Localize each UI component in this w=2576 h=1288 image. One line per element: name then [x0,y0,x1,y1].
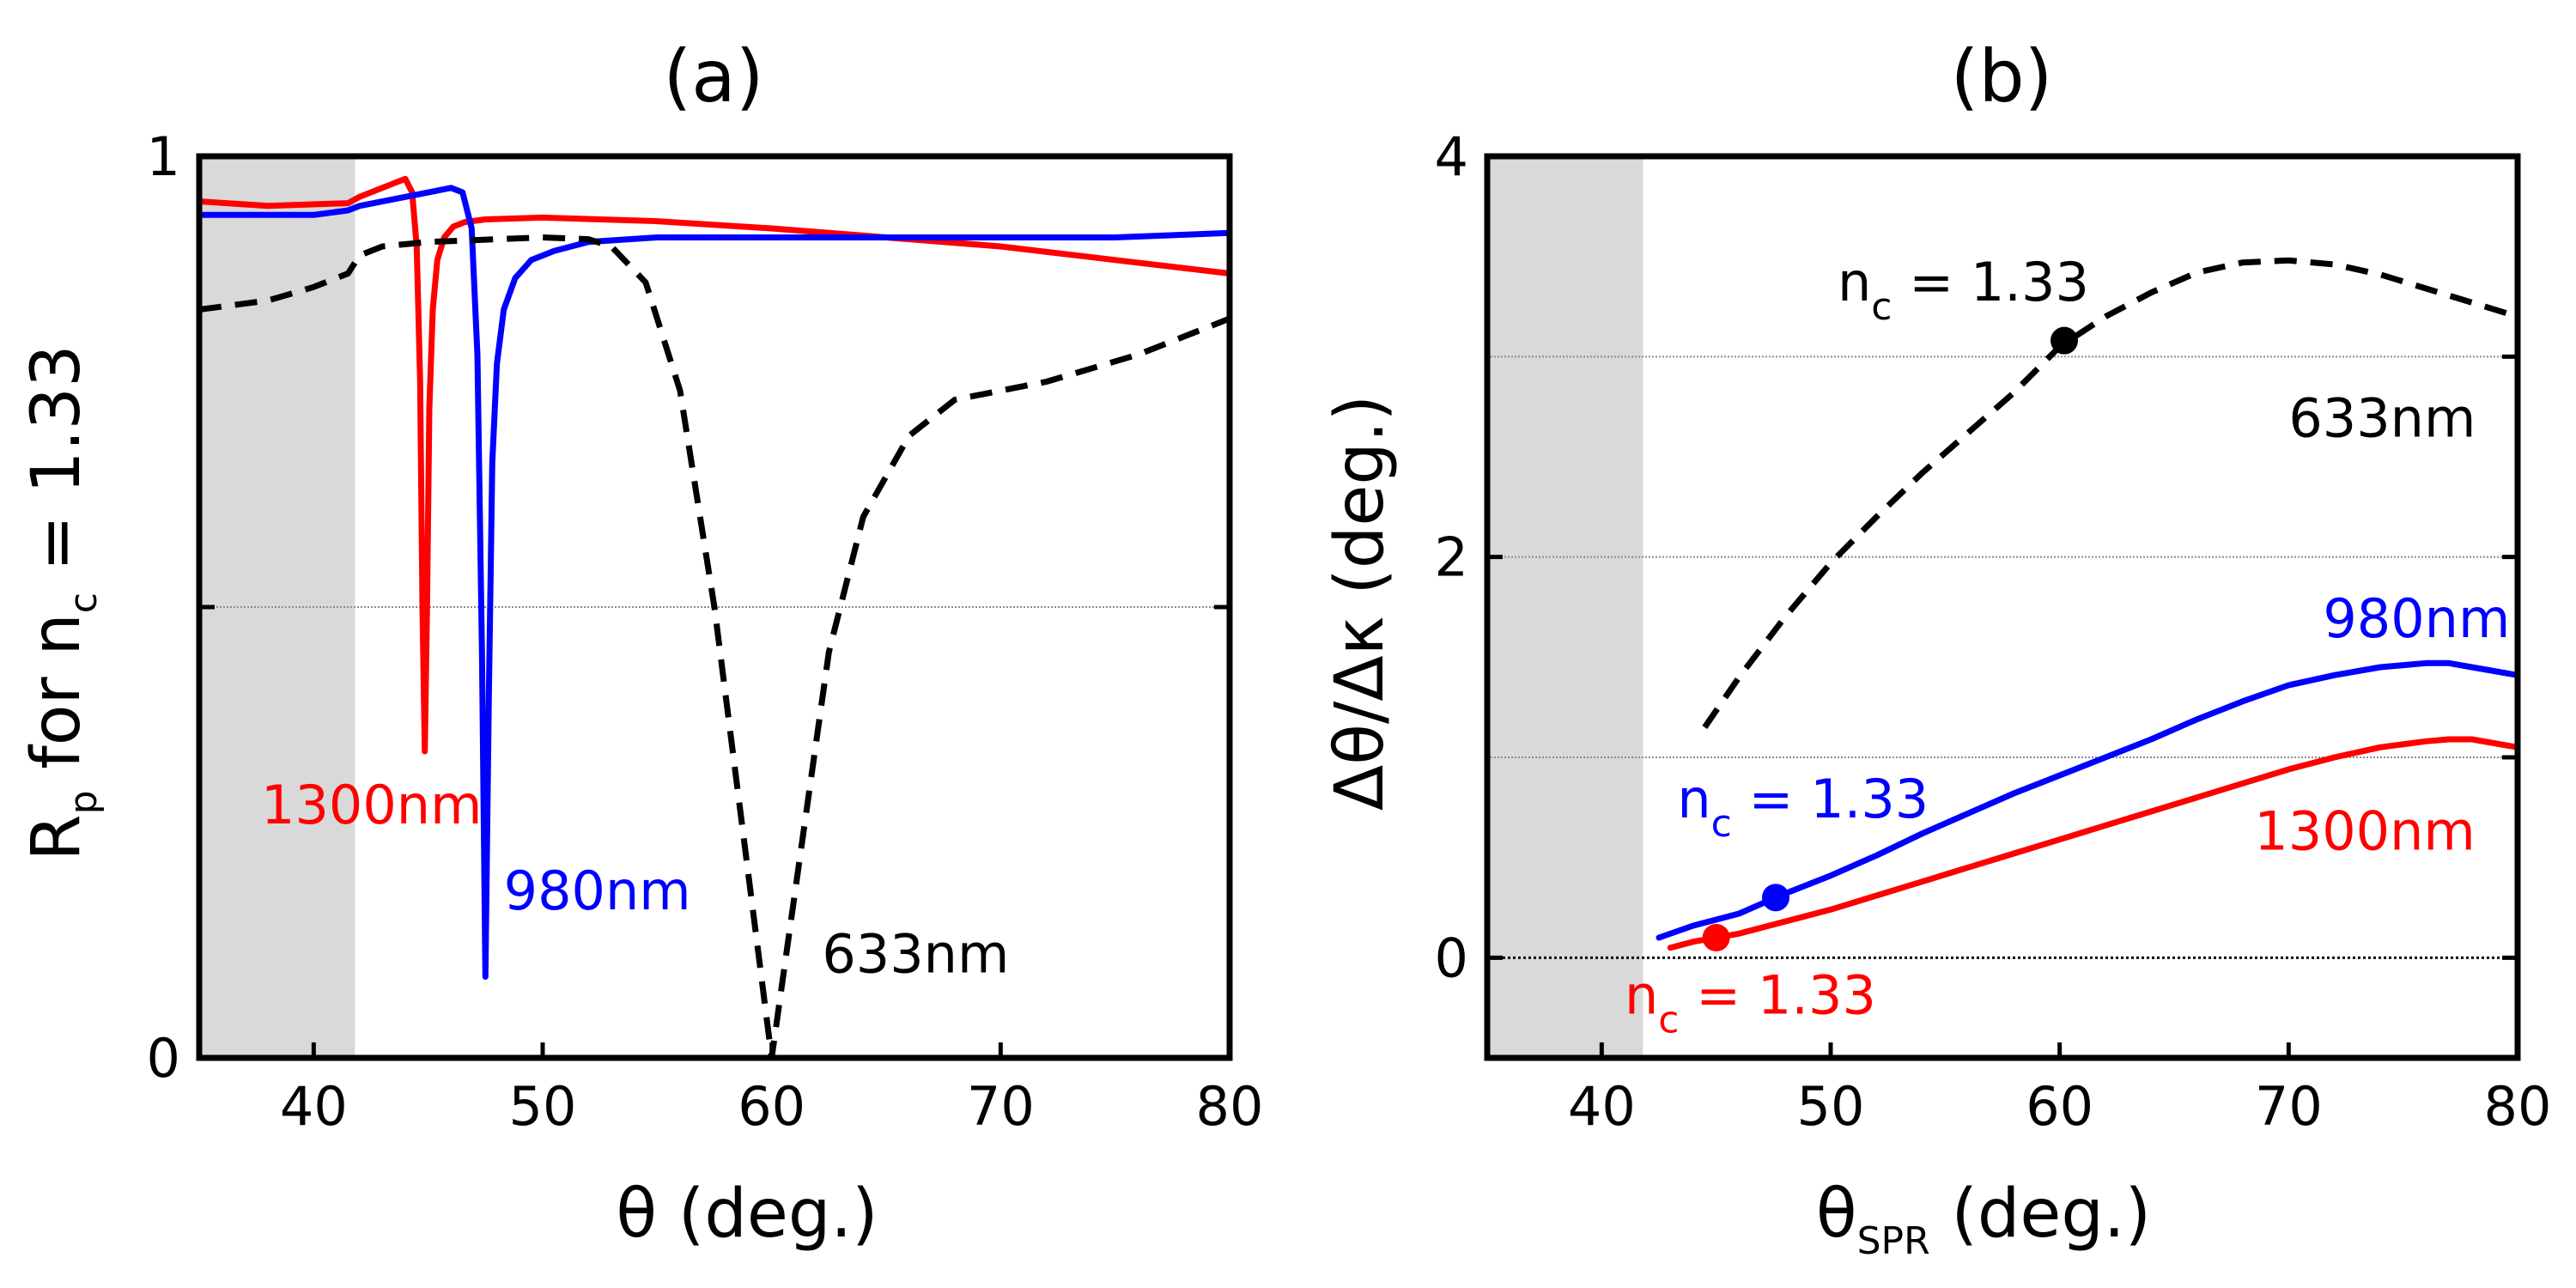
panel-b-xlabel-main: θ [1816,1176,1857,1253]
marker-633nm [2050,326,2078,355]
series-line-633nm [198,234,1231,1061]
marker-980nm [1762,884,1789,912]
panel-b-title: (b) [1951,34,2053,118]
nc-value: = 1.33 [1680,964,1876,1027]
marker-1300nm [1702,924,1730,951]
panel-a-ylabel-main: R [18,814,95,860]
panel-b-y-axis-label: Δθ/Δκ (deg.) [1321,395,1399,811]
nc-main: n [1677,768,1710,830]
annotation-633nm: 633nm [822,922,1009,985]
x-tick-label: 40 [280,1075,348,1138]
panel-a-shaded-region [199,156,355,1058]
series-line-633nm [1702,257,2519,729]
panel-a-annotations: 1300nm 980nm 633nm [261,774,1009,985]
series-line-980nm [196,185,1233,980]
annotation-nc-label: nc = 1.33 [1838,251,2089,329]
panel-b-x-axis-label: θSPR (deg.) [1816,1176,2151,1263]
y-tick-label: 1 [147,125,180,188]
panel-a-ylabel-tail: = 1.33 [18,344,95,592]
panel-b-frame [1484,153,2521,1061]
annotation-633nm: 633nm [2288,387,2476,450]
panel-b-xlabel-sub: SPR [1857,1219,1930,1263]
panel-b-ticks: 40 50 60 70 80 0 2 4 [1435,125,2552,1138]
panel-b-grid [1487,355,2518,959]
x-tick-label: 80 [1196,1075,1264,1138]
panel-b-markers [1702,326,2078,951]
panel-a-ylabel-mid: for n [18,613,95,790]
x-tick-label: 60 [738,1075,805,1138]
panel-b-shaded-region [1487,156,1643,1058]
annotation-nc-label: nc = 1.33 [1677,768,1929,846]
nc-sub: c [1871,285,1892,329]
nc-main: n [1625,964,1658,1027]
nc-sub: c [1658,999,1679,1042]
series-line-1300nm [1667,736,2521,951]
x-tick-label: 70 [967,1075,1035,1138]
nc-value: = 1.33 [1893,251,2089,313]
x-tick-label: 70 [2255,1075,2323,1138]
panel-b-series [1656,257,2521,951]
annotation-1300nm: 1300nm [261,774,482,836]
series-line-980nm [1656,659,2521,941]
x-tick-label: 50 [509,1075,577,1138]
x-tick-label: 60 [2026,1075,2093,1138]
x-tick-label: 50 [1797,1075,1865,1138]
annotation-980nm: 980nm [504,860,691,922]
annotation-nc-label: nc = 1.33 [1625,964,1876,1042]
annotation-980nm: 980nm [2323,587,2510,650]
panel-a-y-axis-label: Rp for nc = 1.33 [18,344,106,860]
y-tick-label: 4 [1435,125,1468,188]
panel-a-series [196,175,1233,1061]
panel-a-ylabel-sub2: c [62,592,106,613]
nc-sub: c [1711,802,1732,846]
nc-value: = 1.33 [1732,768,1929,830]
panel-a-ticks: 40 50 60 70 80 0 1 [147,125,1264,1138]
y-tick-label: 0 [147,1027,180,1090]
panel-a: 40 50 60 70 80 0 1 1300nm 980nm 633nm (a) θ (deg… [18,34,1263,1253]
series-line-1300nm [196,175,1233,755]
x-tick-label: 40 [1568,1075,1636,1138]
panel-a-title: (a) [663,34,763,118]
panel-b-xlabel-tail: (deg.) [1930,1176,2151,1253]
y-tick-label: 0 [1435,927,1468,989]
panel-a-x-axis-label: θ (deg.) [616,1176,878,1253]
panel-a-ylabel-sub: p [62,790,106,814]
nc-main: n [1838,251,1871,313]
annotation-1300nm: 1300nm [2254,799,2475,862]
x-tick-label: 80 [2484,1075,2552,1138]
y-tick-label: 2 [1435,526,1468,589]
